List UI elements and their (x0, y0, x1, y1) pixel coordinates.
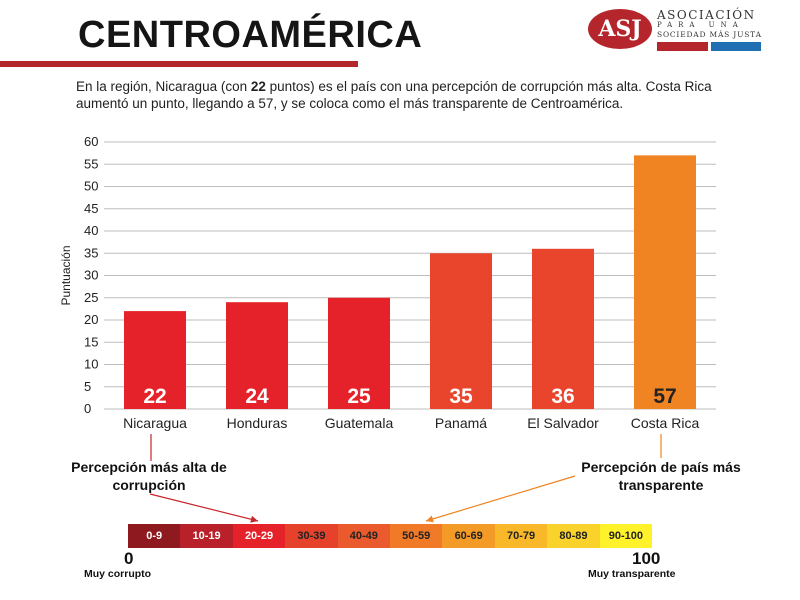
description-bold-value: 22 (250, 79, 266, 94)
scale-cell: 50-59 (390, 524, 443, 548)
bar-value-label: 24 (245, 385, 269, 408)
arrow-to-scale-right (425, 475, 576, 523)
bar (328, 297, 390, 409)
title-underline (0, 61, 358, 67)
scale-cell: 60-69 (442, 524, 495, 548)
y-tick-label: 20 (84, 312, 98, 327)
asj-logo: ASJ ASOCIACIÓN PARA UNA SOCIEDAD MÁS JUS… (588, 8, 768, 52)
y-tick-label: 15 (84, 334, 98, 349)
scale-min-caption: Muy corrupto (84, 568, 152, 580)
y-tick-label: 40 (84, 223, 98, 238)
y-tick-label: 60 (84, 134, 98, 149)
x-tick-label: Honduras (227, 415, 288, 431)
logo-line-1: ASOCIACIÓN (657, 8, 756, 22)
scale-cell: 80-89 (547, 524, 600, 548)
description-part-1: En la región, Nicaragua (con (76, 79, 251, 94)
y-tick-label: 5 (84, 379, 91, 394)
y-tick-label: 0 (84, 401, 91, 416)
scale-cell: 40-49 (337, 524, 391, 548)
y-axis-label: Puntuación (59, 245, 73, 305)
y-tick-label: 30 (84, 268, 98, 283)
annotation-highest-corruption: Percepción más alta de corrupción (71, 459, 227, 493)
x-tick-label: Costa Rica (631, 415, 700, 431)
scale-cell: 30-39 (285, 524, 338, 548)
x-tick-label: El Salvador (527, 415, 599, 431)
bar-value-label: 22 (143, 385, 166, 408)
y-tick-label: 55 (84, 156, 98, 171)
annotation-most-transparent: Percepción de país más transparente (581, 459, 741, 493)
scale-max-value: 100 (632, 549, 661, 568)
page-title: CENTROAMÉRICA (78, 14, 423, 56)
logo-line-3: SOCIEDAD MÁS JUSTA (657, 30, 762, 39)
x-tick-label: Nicaragua (123, 415, 187, 431)
scale-cell: 10-19 (180, 524, 233, 548)
bar-value-label: 35 (449, 385, 473, 408)
y-tick-label: 45 (84, 201, 98, 216)
bar (430, 253, 492, 409)
logo-badges (657, 42, 761, 51)
description: En la región, Nicaragua (con 22 puntos) … (76, 78, 716, 112)
scale-cell: 20-29 (232, 524, 286, 548)
y-tick-label: 10 (84, 357, 98, 372)
description-part-2: puntos) es el país con una percepción de… (76, 79, 712, 111)
scale-cell: 70-79 (494, 524, 548, 548)
arrow-to-scale-left (149, 493, 259, 523)
bar-value-label: 25 (347, 385, 371, 408)
bar-value-label: 36 (551, 385, 574, 408)
bar (124, 311, 186, 409)
bar-chart: 0 5 10 15 20 25 30 35 40 45 50 55 60 Puntuación 22 Nica… (59, 134, 716, 431)
scale-cell: 90-100 (599, 524, 653, 548)
color-scale: 0-9 10-19 20-29 30-39 40-49 50-59 60-69 70-79 80… (128, 524, 653, 548)
bar (226, 302, 288, 409)
y-tick-label: 50 (84, 179, 98, 194)
y-tick-label: 35 (84, 245, 98, 260)
y-tick-label: 25 (84, 290, 98, 305)
x-tick-label: Guatemala (325, 415, 394, 431)
logo-line-2: PARA UNA (657, 21, 744, 29)
scale-max-caption: Muy transparente (588, 568, 676, 580)
bar-value-label: 57 (653, 385, 676, 408)
scale-min-value: 0 (124, 549, 134, 568)
bar (634, 155, 696, 409)
scale-cell: 0-9 (128, 524, 181, 548)
bar (532, 248, 594, 409)
logo-badge-right (710, 42, 761, 51)
x-tick-label: Panamá (435, 415, 487, 431)
logo-badge-left (657, 42, 708, 51)
asj-logo-mark: ASJ (588, 9, 652, 49)
